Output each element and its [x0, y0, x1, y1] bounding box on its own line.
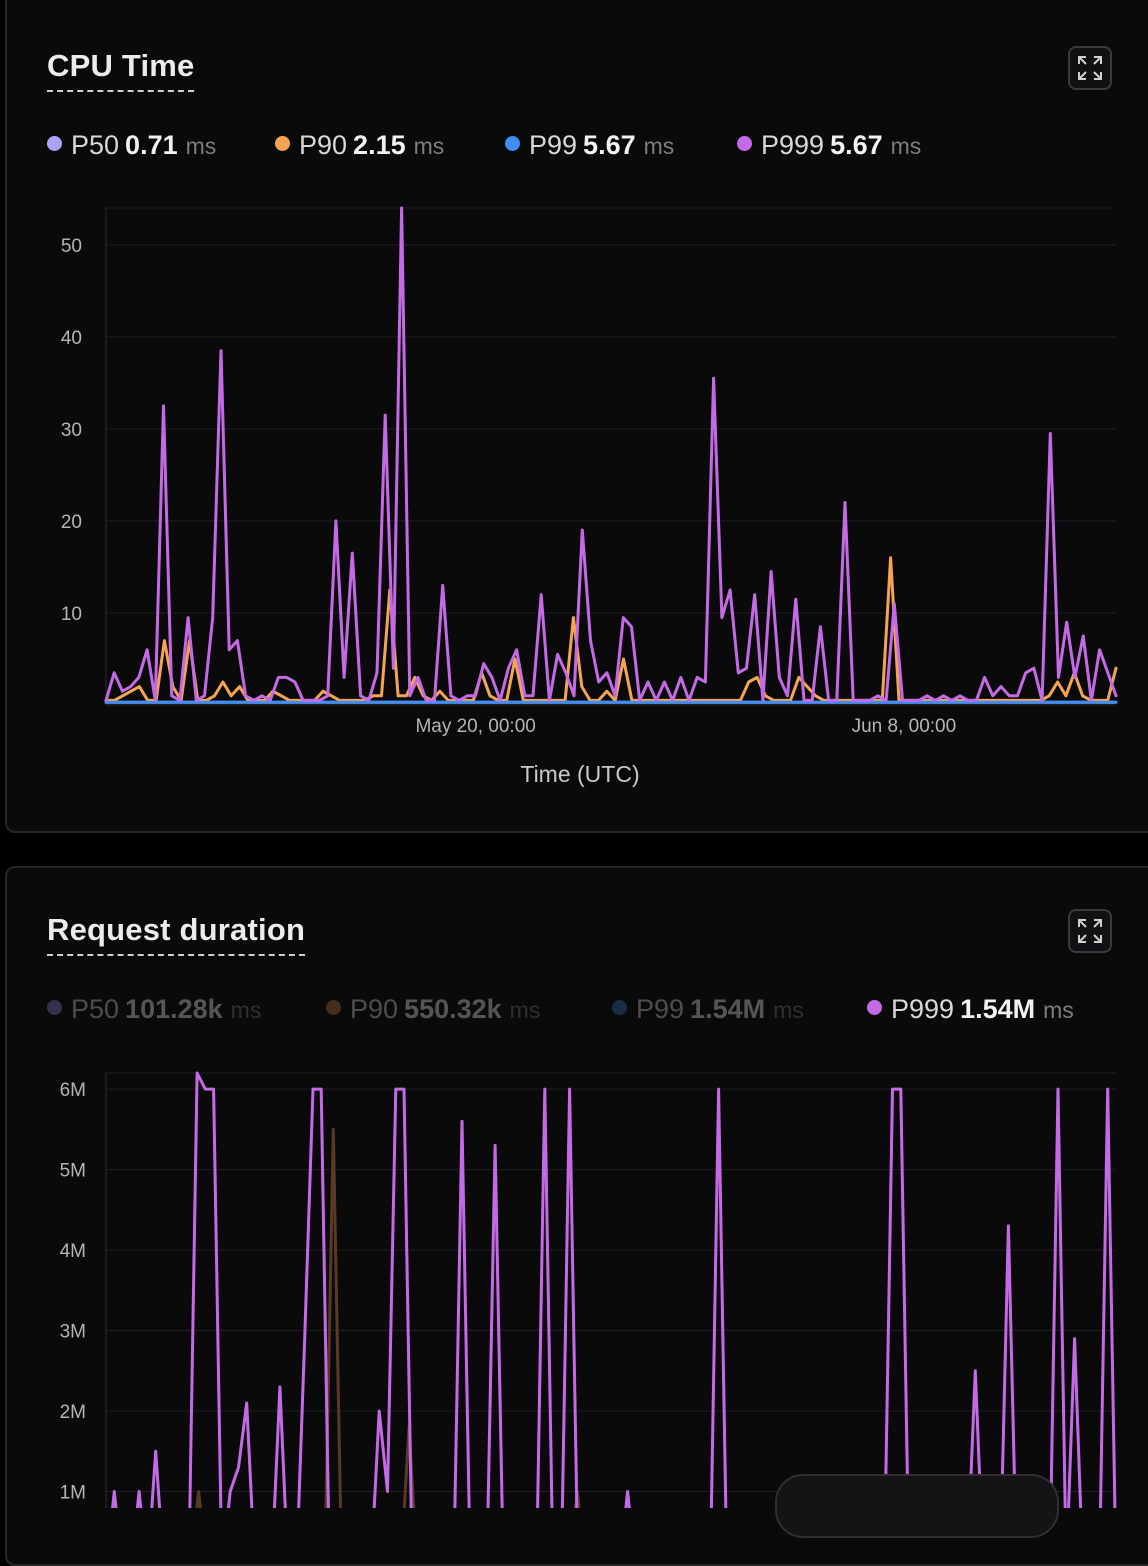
legend-dot [275, 136, 290, 151]
legend-item-p90[interactable]: P90 550.32k ms [326, 994, 540, 1025]
series-line-p999 [104, 206, 1118, 702]
legend-item-p999[interactable]: P999 1.54M ms [867, 994, 1074, 1025]
series-line-p999 [111, 1071, 1117, 1508]
y-tick-label: 1M [60, 1483, 86, 1504]
expand-button[interactable] [1068, 46, 1112, 90]
toast-popup[interactable] [775, 1474, 1059, 1538]
legend-unit: ms [1043, 997, 1074, 1023]
expand-icon [1078, 919, 1102, 943]
legend-value: 101.28k [125, 994, 223, 1024]
expand-button[interactable] [1068, 909, 1112, 953]
legend-item-p50[interactable]: P50 0.71 ms [47, 130, 216, 161]
legend-value: 1.54M [960, 994, 1036, 1024]
legend-value: 2.15 [353, 130, 406, 160]
legend-name: P999 [891, 994, 955, 1024]
legend-item-p50[interactable]: P50 101.28k ms [47, 994, 261, 1025]
y-tick-label: 3M [60, 1322, 86, 1343]
charts-canvas: 10 20 30 40 50 May 20, 00:00 Jun 8, 00:00 Time … [60, 206, 1118, 1508]
legend-name: P50 [71, 994, 120, 1024]
y-tick-label: 40 [61, 328, 82, 349]
legend-item-p90[interactable]: P90 2.15 ms [275, 130, 444, 161]
y-tick-label: 6M [60, 1080, 86, 1101]
legend-unit: ms [890, 133, 922, 159]
y-tick-label: 4M [60, 1241, 86, 1262]
legend-name: P50 [71, 130, 120, 160]
y-tick-label: 5M [60, 1161, 86, 1182]
legend-unit: ms [773, 997, 804, 1023]
legend-unit: ms [185, 133, 217, 159]
legend-name: P90 [299, 130, 348, 160]
x-axis-title: Time (UTC) [520, 761, 639, 787]
panel-title[interactable]: Request duration [47, 912, 306, 956]
legend-value: 1.54M [690, 994, 766, 1024]
y-tick-label: 2M [60, 1402, 86, 1423]
legend-dot [505, 136, 520, 151]
legend-value: 5.67 [583, 130, 636, 160]
legend-dot [737, 136, 752, 151]
series-line-p90 [104, 556, 1118, 702]
y-tick-label: 10 [61, 604, 82, 625]
legend-dot [326, 1000, 341, 1015]
legend-value: 5.67 [830, 130, 883, 160]
legend-dot [47, 1000, 62, 1015]
legend-item-p999[interactable]: P999 5.67 ms [737, 130, 921, 161]
legend-item-p99[interactable]: P99 5.67 ms [505, 130, 674, 161]
legend-name: P99 [529, 130, 578, 160]
legend-unit: ms [413, 133, 445, 159]
legend-dot [867, 1000, 882, 1015]
legend-value: 0.71 [125, 130, 178, 160]
y-tick-label: 50 [61, 236, 82, 257]
y-tick-label: 20 [61, 512, 82, 533]
y-tick-label: 30 [61, 420, 82, 441]
legend-unit: ms [643, 133, 675, 159]
panel-title[interactable]: CPU Time [47, 48, 195, 92]
legend-unit: ms [230, 997, 262, 1023]
series-line-p90 [195, 1127, 581, 1508]
legend-name: P999 [761, 130, 825, 160]
legend-unit: ms [509, 997, 541, 1023]
expand-icon [1078, 56, 1102, 80]
legend-value: 550.32k [404, 994, 502, 1024]
x-tick-label: Jun 8, 00:00 [852, 716, 957, 737]
legend-item-p99[interactable]: P99 1.54M ms [612, 994, 804, 1025]
legend-name: P90 [350, 994, 399, 1024]
legend-dot [47, 136, 62, 151]
legend-name: P99 [636, 994, 685, 1024]
x-tick-label: May 20, 00:00 [415, 716, 535, 737]
legend-dot [612, 1000, 627, 1015]
